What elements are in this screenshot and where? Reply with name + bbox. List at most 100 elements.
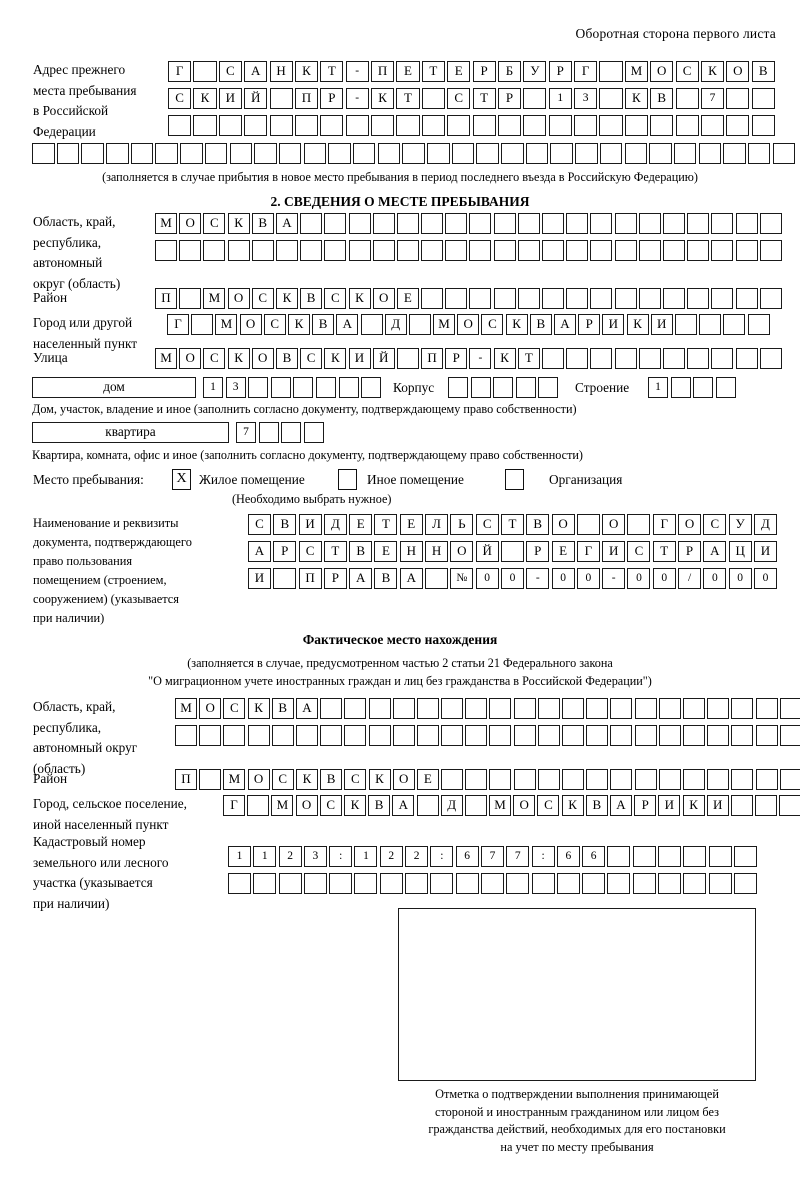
input-cell[interactable] [662,213,685,234]
input-cell[interactable]: Д [384,314,407,335]
input-cell[interactable]: О [513,795,536,816]
input-cell[interactable]: 7 [236,422,256,443]
input-cell[interactable]: А [399,568,423,589]
input-cell[interactable] [445,240,468,261]
input-cell[interactable] [683,846,707,867]
input-cell[interactable]: А [392,795,415,816]
input-cell[interactable]: В [368,795,391,816]
input-cell[interactable] [324,240,347,261]
input-cell[interactable]: Д [323,514,347,535]
input-cell[interactable]: - [345,88,369,109]
input-cell[interactable]: В [312,314,335,335]
input-cell[interactable]: П [371,61,395,82]
input-cell[interactable] [421,88,445,109]
input-cell[interactable] [556,873,580,894]
input-cell[interactable] [586,725,609,746]
actual-region-row-2[interactable] [175,725,800,746]
input-cell[interactable] [735,288,758,309]
input-cell[interactable]: 6 [455,846,479,867]
input-cell[interactable]: Е [399,514,423,535]
input-cell[interactable]: Т [323,541,347,562]
input-cell[interactable]: С [203,348,226,369]
input-cell[interactable] [574,115,598,136]
input-cell[interactable] [759,213,782,234]
input-cell[interactable]: В [374,568,398,589]
input-cell[interactable] [228,873,251,894]
input-cell[interactable]: Й [475,541,499,562]
input-cell[interactable] [682,698,705,719]
input-cell[interactable]: С [251,288,274,309]
input-cell[interactable] [542,240,564,261]
input-cell[interactable]: В [273,514,297,535]
input-cell[interactable] [731,725,754,746]
input-cell[interactable]: А [336,314,359,335]
input-cell[interactable]: Р [526,541,550,562]
input-cell[interactable] [294,115,319,136]
korpus-row[interactable] [448,377,561,398]
stamp-box[interactable] [398,908,756,1081]
input-cell[interactable] [244,115,268,136]
input-cell[interactable]: К [368,769,391,790]
input-cell[interactable] [599,61,623,82]
input-cell[interactable]: 7 [480,846,504,867]
checkbox-zhiloe-pomeshchenie[interactable]: X [172,469,191,490]
input-cell[interactable] [614,213,637,234]
input-cell[interactable]: П [175,769,197,790]
input-cell[interactable]: И [248,568,271,589]
input-cell[interactable] [421,115,445,136]
input-cell[interactable]: : [430,846,454,867]
input-cell[interactable] [542,213,564,234]
input-cell[interactable]: О [450,541,474,562]
input-cell[interactable]: М [433,314,456,335]
input-cell[interactable]: 1 [354,846,378,867]
input-cell[interactable] [675,88,699,109]
region-row-2[interactable] [155,240,784,261]
input-cell[interactable] [155,240,177,261]
input-cell[interactable]: Р [497,88,522,109]
input-cell[interactable] [441,698,464,719]
input-cell[interactable]: К [682,795,705,816]
checkbox-organizaciya[interactable] [505,469,524,490]
input-cell[interactable] [517,288,540,309]
input-cell[interactable]: В [271,698,294,719]
input-cell[interactable]: Р [634,795,657,816]
input-cell[interactable]: С [248,514,271,535]
input-cell[interactable]: 0 [652,568,676,589]
input-cell[interactable]: О [372,288,395,309]
cadastral-row-2[interactable] [228,873,759,894]
input-cell[interactable] [726,115,750,136]
input-cell[interactable] [247,725,270,746]
input-cell[interactable]: И [753,541,777,562]
input-cell[interactable] [447,115,471,136]
input-cell[interactable] [179,240,202,261]
input-cell[interactable] [199,725,222,746]
input-cell[interactable] [441,769,464,790]
input-cell[interactable] [698,143,722,164]
input-cell[interactable] [537,698,560,719]
input-cell[interactable] [251,240,274,261]
input-cell[interactable] [258,422,279,443]
input-cell[interactable]: А [244,61,268,82]
input-cell[interactable]: № [450,568,474,589]
input-cell[interactable] [658,725,681,746]
input-cell[interactable] [735,348,758,369]
input-cell[interactable]: А [275,213,298,234]
input-cell[interactable]: Й [244,88,268,109]
input-cell[interactable] [700,115,725,136]
input-cell[interactable] [759,240,782,261]
input-cell[interactable] [586,769,609,790]
input-cell[interactable]: 0 [627,568,651,589]
input-cell[interactable]: П [294,88,319,109]
input-cell[interactable] [368,725,391,746]
input-cell[interactable] [464,795,487,816]
input-cell[interactable]: 3 [574,88,598,109]
input-cell[interactable]: Г [223,795,245,816]
input-cell[interactable]: 1 [548,88,572,109]
input-cell[interactable]: В [275,348,298,369]
document-row-3[interactable]: И П Р А В А № 0 0-0 0-0 0/0 0 0 [248,568,779,589]
input-cell[interactable] [683,873,707,894]
input-cell[interactable]: М [215,314,238,335]
input-cell[interactable]: К [294,61,319,82]
